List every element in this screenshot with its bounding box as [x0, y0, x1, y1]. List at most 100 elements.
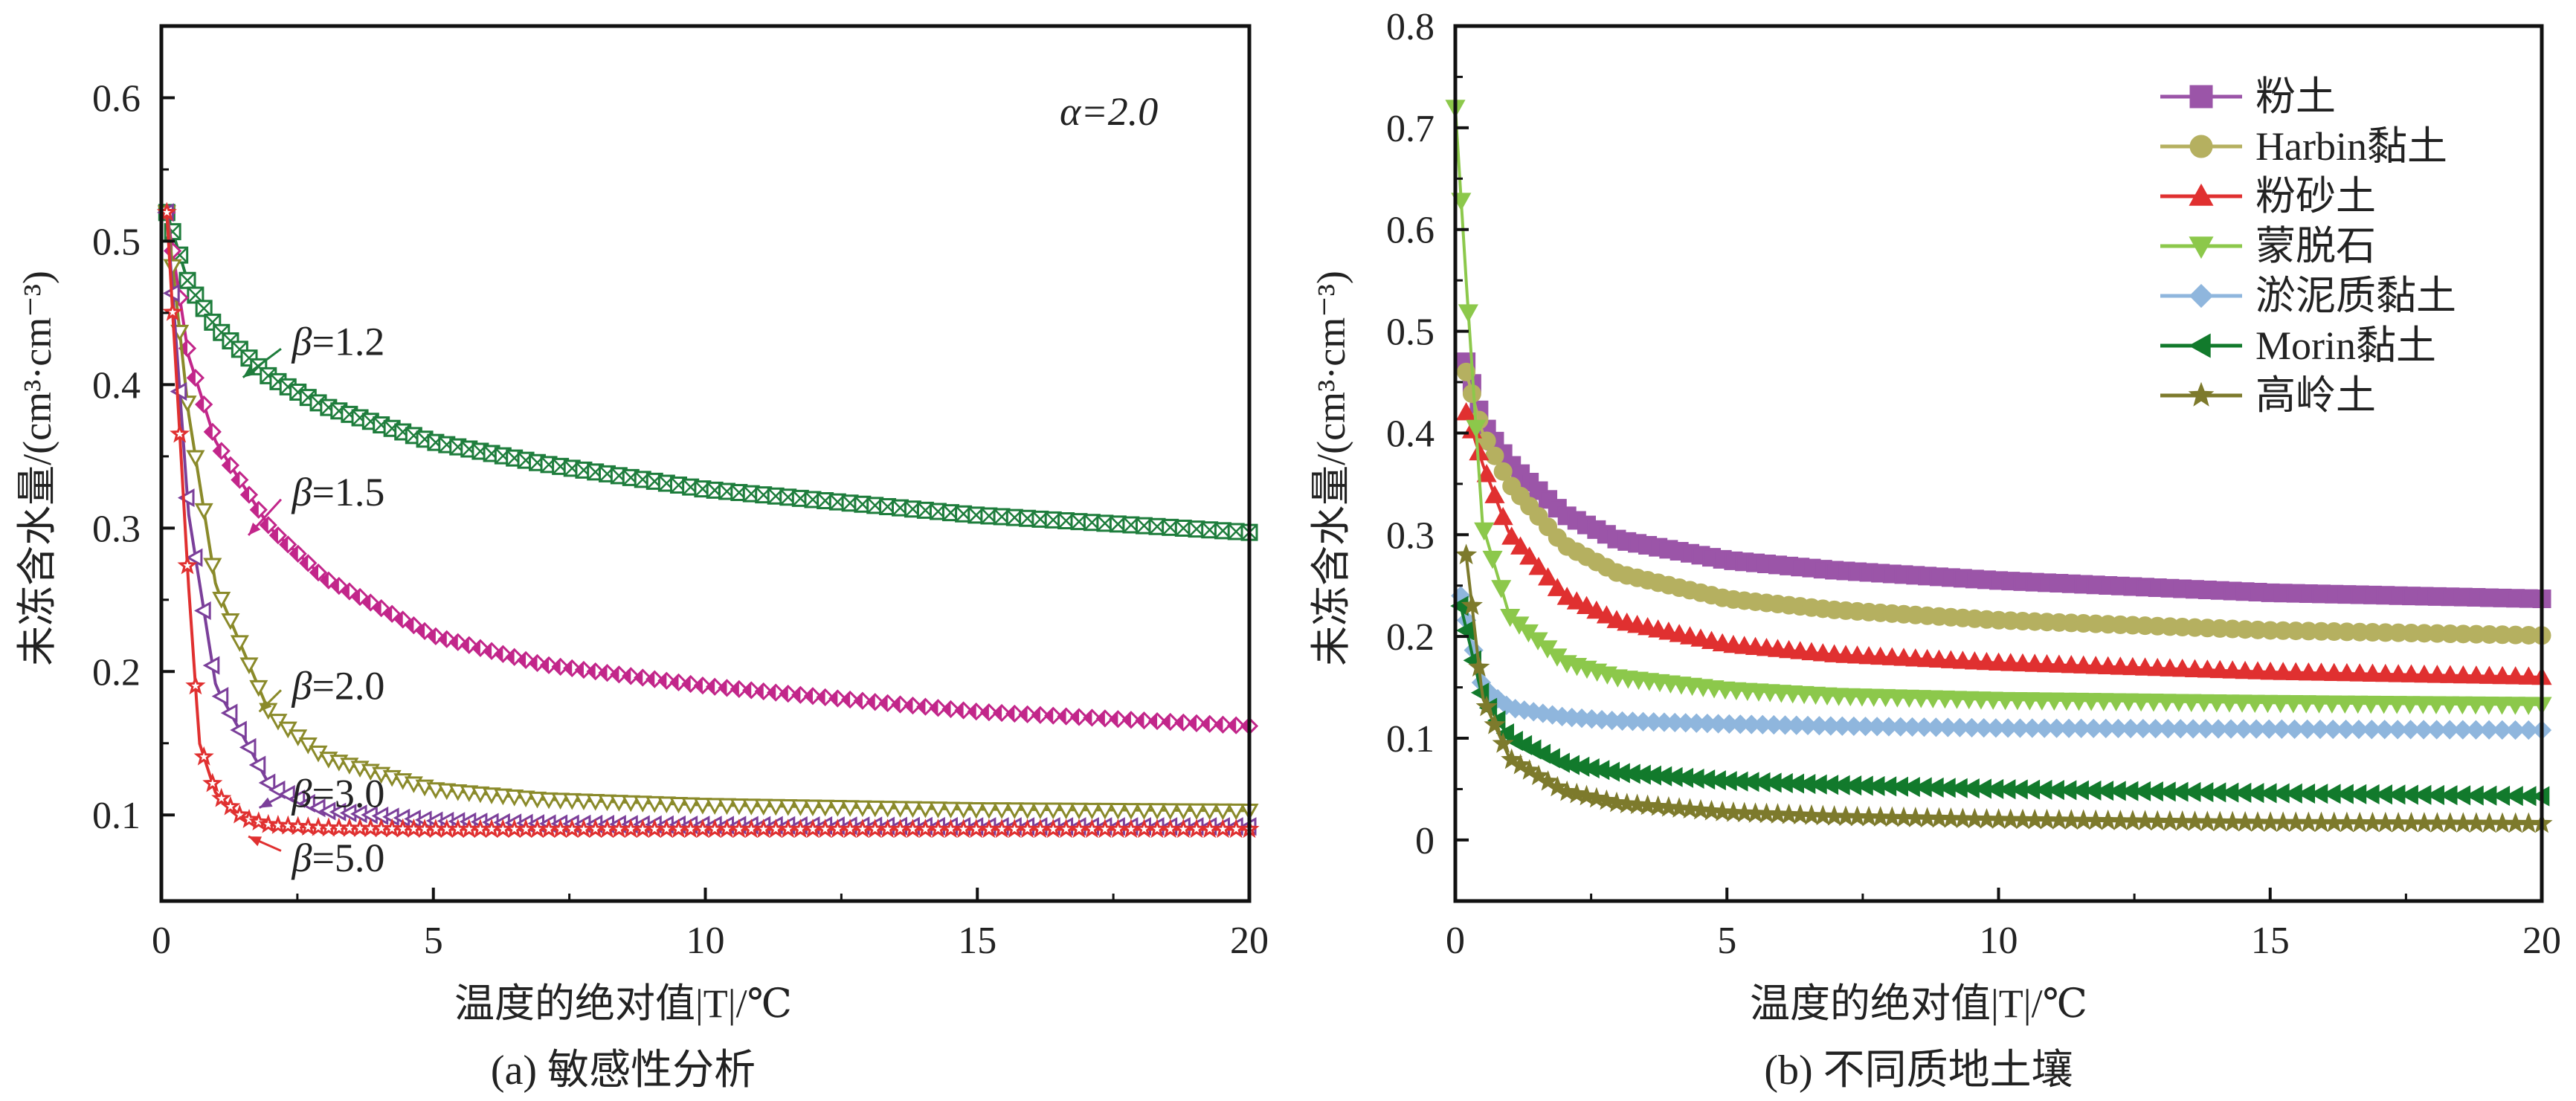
series-marker-fill	[1176, 714, 1184, 730]
series-marker	[1835, 645, 1856, 663]
series-5	[156, 201, 1260, 839]
legend-marker	[2188, 381, 2215, 407]
series-marker	[551, 792, 570, 810]
series-marker-fill	[918, 699, 926, 714]
series-marker-fill	[417, 623, 425, 639]
series-marker	[177, 488, 195, 508]
series-marker	[766, 798, 785, 816]
series-marker	[754, 798, 773, 816]
series-marker	[239, 657, 259, 674]
series-marker	[1519, 546, 1540, 565]
series-marker	[1669, 624, 1690, 642]
series-marker-fill	[251, 502, 259, 517]
series-marker	[1031, 802, 1050, 820]
y-tick-label: 0.4	[1386, 413, 1434, 455]
series-marker	[1840, 688, 1861, 707]
series-marker-fill	[541, 657, 550, 673]
series-marker	[2310, 719, 2331, 740]
series-marker	[779, 798, 798, 816]
series-marker	[2257, 694, 2278, 714]
panel-a-caption: (a) 敏感性分析	[491, 1047, 756, 1094]
series-marker	[1875, 688, 1896, 708]
panel-a-x-axis-label: 温度的绝对值|T|/℃	[454, 981, 792, 1026]
series-marker	[1801, 642, 1822, 661]
series-marker	[878, 801, 898, 818]
series-marker	[1679, 626, 1701, 645]
series-marker	[170, 382, 187, 401]
series-marker-fill	[780, 686, 788, 702]
series-marker-fill	[695, 678, 703, 694]
series-marker	[2197, 659, 2218, 678]
series-marker	[1959, 691, 1980, 710]
legend-item: Harbin黏土	[2160, 124, 2447, 169]
series-marker	[1952, 650, 1973, 669]
legend-marker	[2189, 283, 2214, 309]
series-marker-fill	[260, 517, 268, 533]
series-marker	[2374, 720, 2395, 740]
series-marker	[1484, 485, 1505, 503]
series-marker	[2505, 720, 2525, 740]
panel-b-x-axis-label: 温度的绝对值|T|/℃	[1750, 981, 2087, 1026]
series-marker	[967, 801, 986, 819]
series-marker	[1734, 636, 1755, 654]
legend-marker	[2189, 236, 2214, 259]
y-tick-label: 0	[1415, 820, 1434, 862]
series-marker	[928, 801, 947, 819]
panel-a-y-axis-label: 未冻含水量/(cm³·cm⁻³)	[15, 271, 59, 666]
series-marker	[1187, 803, 1206, 821]
series-marker-fill	[1046, 708, 1054, 723]
legend-marker	[2189, 183, 2214, 206]
legend-label: 淤泥质黏土	[2255, 274, 2456, 318]
series-marker	[730, 798, 749, 816]
series-marker	[2145, 719, 2166, 739]
series-marker-fill	[880, 695, 888, 711]
series-marker-fill	[363, 595, 371, 610]
series-marker	[2491, 812, 2514, 833]
series-marker	[2505, 697, 2525, 715]
series-marker	[1712, 633, 1733, 652]
series-marker	[2452, 812, 2474, 833]
series-marker-fill	[1020, 706, 1028, 722]
series-marker-fill	[290, 546, 298, 561]
panel-b-ticks: 0 5 10 15 20 0 0.1 0.2 0.3 0.4 0.5 0.6 0.7 0.8	[1386, 6, 2561, 962]
series-marker	[840, 800, 860, 817]
series-marker	[2412, 696, 2433, 714]
series-marker	[1971, 691, 1991, 710]
legend-item: 高岭土	[2160, 373, 2376, 418]
series-marker	[2374, 695, 2395, 714]
series-marker	[162, 301, 183, 321]
label-arrowhead	[248, 836, 263, 847]
series-marker	[1576, 595, 1597, 614]
legend-label: Harbin黏土	[2255, 124, 2447, 169]
series-7	[1455, 543, 2553, 833]
series-marker	[2221, 719, 2241, 739]
series-marker	[1976, 651, 1997, 671]
series-marker-fill	[205, 424, 213, 439]
series-marker-fill	[623, 668, 631, 684]
series-marker	[1057, 802, 1076, 820]
legend-label: 粉土	[2255, 74, 2336, 119]
series-marker	[2171, 719, 2191, 739]
x-tick-label: 10	[686, 920, 725, 962]
series-marker-fill	[187, 370, 196, 386]
series-marker	[1586, 600, 1607, 619]
legend-label: Morin黏土	[2255, 323, 2436, 368]
series-2	[1457, 362, 2551, 645]
series-marker	[539, 792, 558, 810]
series-marker	[954, 801, 973, 819]
series-marker	[2147, 657, 2168, 677]
label-arrowhead	[259, 699, 272, 712]
y-tick-label: 0.1	[92, 795, 141, 837]
series-marker-fill	[956, 703, 964, 718]
series-marker	[202, 656, 220, 675]
x-tick-label: 20	[2522, 920, 2561, 962]
series-marker-fill	[241, 487, 249, 503]
legend-label: 高岭土	[2255, 373, 2376, 418]
x-tick-label: 0	[152, 920, 171, 962]
series-marker	[1200, 803, 1220, 821]
series-marker	[230, 635, 249, 653]
series-marker	[2244, 694, 2265, 713]
series-marker	[2259, 719, 2279, 739]
series-marker	[816, 799, 835, 817]
series-marker	[1082, 802, 1101, 820]
